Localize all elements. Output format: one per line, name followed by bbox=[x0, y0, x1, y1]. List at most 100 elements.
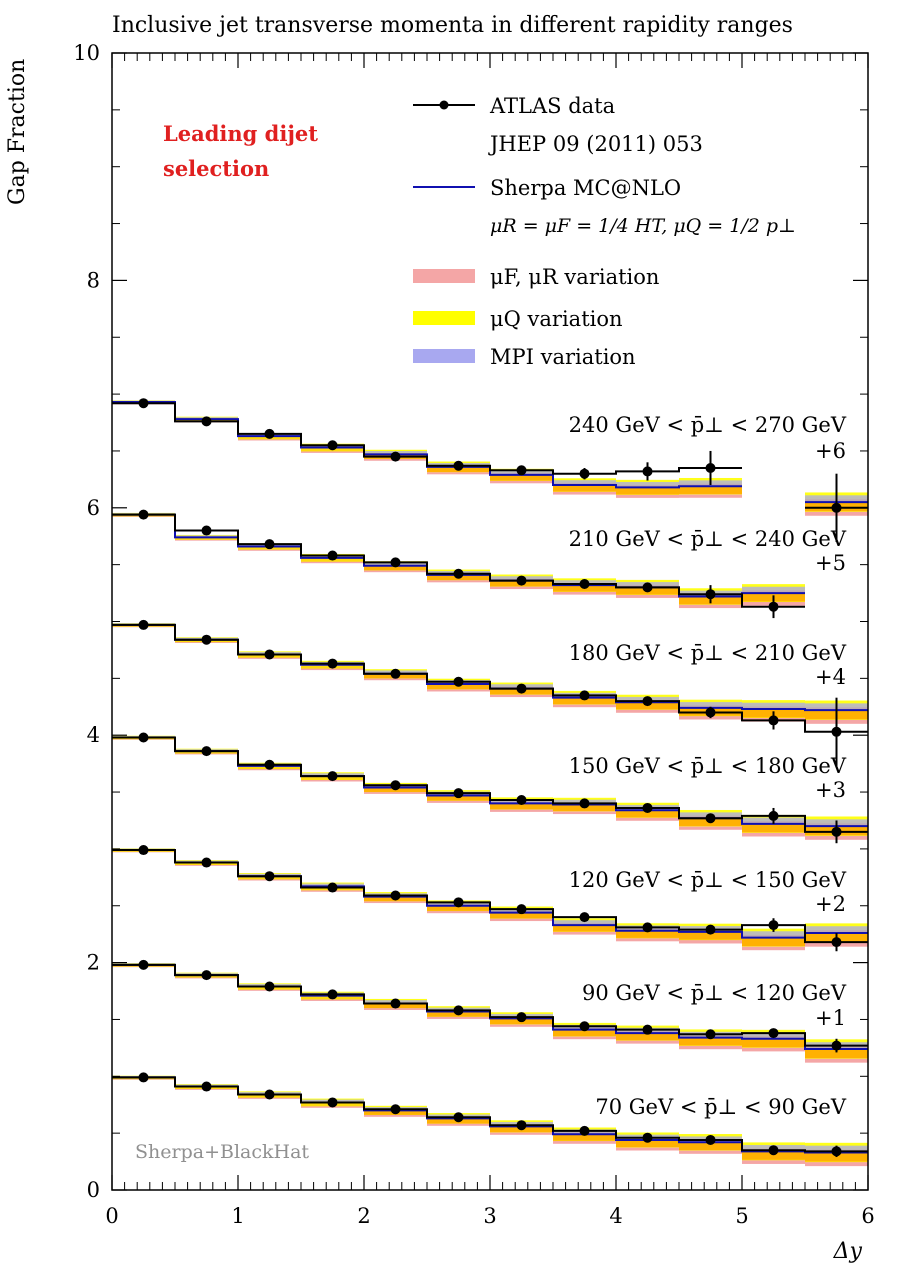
data-point bbox=[705, 1029, 716, 1040]
data-point bbox=[201, 634, 212, 645]
series-label: 70 GeV < p̄⊥ < 90 GeV bbox=[595, 1095, 846, 1119]
data-point bbox=[138, 959, 149, 970]
data-line bbox=[112, 623, 868, 733]
data-point bbox=[390, 998, 401, 1009]
x-tick-label: 0 bbox=[105, 1204, 118, 1228]
data-point bbox=[390, 557, 401, 568]
data-point bbox=[138, 509, 149, 520]
band-overlap bbox=[616, 928, 679, 938]
band-overlap bbox=[427, 904, 490, 911]
data-point bbox=[768, 1028, 779, 1039]
data-point bbox=[201, 970, 212, 981]
series-label: 150 GeV < p̄⊥ < 180 GeV bbox=[569, 754, 847, 778]
data-point bbox=[642, 922, 653, 933]
data-point bbox=[768, 715, 779, 726]
y-tick-label: 0 bbox=[87, 1178, 100, 1202]
data-point bbox=[453, 676, 464, 687]
tick-labels: 0 2 4 6 8 10 0 1 2 3 4 5 6 bbox=[73, 41, 874, 1228]
data-point bbox=[831, 937, 842, 948]
data-lines bbox=[112, 398, 868, 1158]
legend-data-sub: JHEP 09 (2011) 053 bbox=[488, 132, 703, 156]
axis-ticks bbox=[111, 52, 869, 1191]
legend-q-label: μQ variation bbox=[490, 307, 623, 331]
data-point bbox=[642, 466, 653, 477]
data-point bbox=[579, 798, 590, 809]
data-point bbox=[390, 668, 401, 679]
data-point bbox=[516, 575, 527, 586]
data-point bbox=[138, 1072, 149, 1083]
legend-q-swatch bbox=[413, 311, 475, 325]
band-mpi-variation bbox=[679, 702, 742, 708]
data-point bbox=[453, 1112, 464, 1123]
series-label: 180 GeV < p̄⊥ < 210 GeV bbox=[569, 641, 847, 665]
data-point bbox=[138, 398, 149, 409]
legend-mc-label: Sherpa MC@NLO bbox=[490, 176, 681, 200]
series-label: 120 GeV < p̄⊥ < 150 GeV bbox=[569, 868, 847, 892]
data-point bbox=[264, 539, 275, 550]
series-label: 240 GeV < p̄⊥ < 270 GeV bbox=[569, 413, 847, 437]
data-point bbox=[831, 1040, 842, 1051]
data-point bbox=[138, 732, 149, 743]
band-overlap bbox=[742, 934, 805, 947]
x-tick-label: 6 bbox=[861, 1204, 874, 1228]
y-tick-label: 6 bbox=[87, 496, 100, 520]
data-point bbox=[201, 416, 212, 427]
data-point bbox=[579, 1021, 590, 1032]
band-mpi-variation bbox=[553, 920, 616, 926]
data-point bbox=[390, 451, 401, 462]
data-point bbox=[768, 1145, 779, 1156]
legend: ATLAS data JHEP 09 (2011) 053 Sherpa MC@… bbox=[413, 94, 796, 369]
band-mpi-variation bbox=[742, 702, 805, 710]
data-point bbox=[516, 904, 527, 915]
data-point bbox=[327, 658, 338, 669]
data-point bbox=[201, 525, 212, 536]
legend-scale-label: μF, μR variation bbox=[490, 265, 659, 289]
band-mpi-variation bbox=[553, 480, 616, 486]
data-point bbox=[705, 589, 716, 600]
data-point bbox=[705, 813, 716, 824]
data-point bbox=[138, 619, 149, 630]
data-point bbox=[516, 1012, 527, 1023]
series-offset: +5 bbox=[815, 551, 846, 575]
data-point bbox=[516, 1120, 527, 1131]
data-point bbox=[264, 981, 275, 992]
data-point bbox=[264, 1089, 275, 1100]
data-point bbox=[327, 989, 338, 1000]
data-point bbox=[705, 707, 716, 718]
band-overlap bbox=[616, 1030, 679, 1041]
data-point bbox=[390, 1104, 401, 1115]
data-point bbox=[705, 1134, 716, 1145]
data-point bbox=[579, 912, 590, 923]
data-point bbox=[516, 465, 527, 476]
data-point bbox=[201, 746, 212, 757]
data-point bbox=[453, 897, 464, 908]
x-axis-label: Δy bbox=[833, 1239, 863, 1264]
data-point bbox=[768, 920, 779, 931]
data-point bbox=[327, 1097, 338, 1108]
x-tick-label: 4 bbox=[609, 1204, 622, 1228]
data-point bbox=[831, 502, 842, 513]
data-line bbox=[112, 1076, 868, 1153]
data-point bbox=[768, 810, 779, 821]
x-tick-label: 3 bbox=[483, 1204, 496, 1228]
series-labels: 240 GeV < p̄⊥ < 270 GeV+6 210 GeV < p̄⊥ <… bbox=[569, 413, 847, 1119]
data-point bbox=[201, 1081, 212, 1092]
series-label: 210 GeV < p̄⊥ < 240 GeV bbox=[569, 527, 847, 551]
data-point bbox=[831, 826, 842, 837]
band-overlap bbox=[553, 1027, 616, 1037]
legend-data-marker bbox=[439, 100, 449, 110]
band-overlap bbox=[742, 1036, 805, 1048]
data-point bbox=[264, 428, 275, 439]
data-point bbox=[579, 1125, 590, 1136]
band-overlap bbox=[490, 473, 553, 481]
legend-mpi-swatch bbox=[413, 349, 475, 363]
watermark: Sherpa+BlackHat bbox=[135, 1141, 309, 1163]
data-line bbox=[112, 963, 868, 1047]
y-axis-label: Gap Fraction bbox=[5, 59, 30, 205]
uncertainty-bands bbox=[112, 400, 868, 1167]
band-mpi-variation bbox=[805, 926, 868, 934]
data-point bbox=[831, 726, 842, 737]
band-overlap bbox=[553, 923, 616, 932]
series-offset: +2 bbox=[815, 892, 846, 916]
data-point bbox=[327, 882, 338, 893]
